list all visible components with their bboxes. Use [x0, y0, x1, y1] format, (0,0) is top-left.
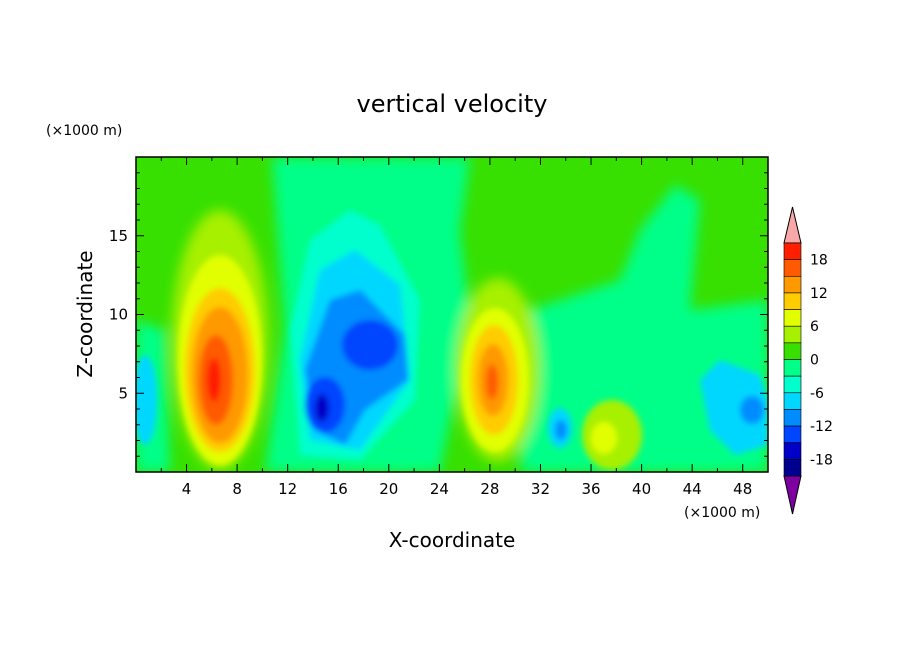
- colorbar-tick-label: 12: [810, 286, 828, 302]
- colorbar-tick-label: 6: [810, 319, 819, 335]
- colorbar-swatch: [783, 292, 802, 310]
- y-axis-label: Z-coordinate: [73, 250, 97, 377]
- y-unit-label: (×1000 m): [46, 123, 122, 139]
- colorbar-swatch: [783, 259, 802, 277]
- updraft-1-core: [207, 358, 221, 402]
- downdraft-4: [700, 360, 768, 455]
- x-axis-label: X-coordinate: [389, 528, 516, 552]
- colorbar-swatch: [783, 392, 802, 410]
- colorbar-top-arrow: [783, 206, 802, 244]
- x-tick-label: 44: [683, 480, 702, 498]
- downdraft-5: [136, 355, 157, 445]
- updraft-2-core: [486, 364, 498, 400]
- colorbar-swatch: [783, 459, 802, 477]
- y-tick-label: 5: [118, 384, 128, 402]
- downdraft-2-l4: [342, 320, 398, 370]
- x-tick-label: 36: [581, 480, 600, 498]
- colorbar-tick-label: 0: [810, 353, 819, 369]
- chart-title: vertical velocity: [357, 90, 548, 118]
- colorbar-tick-label: -18: [810, 452, 833, 468]
- colorbar-swatch: [783, 409, 802, 427]
- colorbar-swatch: [783, 442, 802, 460]
- colorbar-swatch: [783, 425, 802, 444]
- colorbar-swatch: [783, 309, 802, 327]
- x-tick-label: 8: [232, 480, 242, 498]
- x-tick-label: 32: [531, 480, 550, 498]
- colorbar-swatch: [783, 342, 802, 360]
- colorbar-bottom-arrow: [783, 475, 802, 515]
- colorbar-tick-label: -12: [810, 419, 833, 435]
- x-axis-ticks: 4 8 12 16 20 24 28 32 36 40 44 48: [160, 157, 769, 498]
- y-tick-label: 15: [109, 227, 128, 245]
- x-tick-label: 24: [430, 480, 449, 498]
- x-tick-label: 20: [379, 480, 398, 498]
- x-tick-label: 4: [182, 480, 192, 498]
- colorbar-swatch: [783, 359, 802, 377]
- y-axis-ticks: 5 10 15: [109, 172, 768, 457]
- colorbar: 18 12 6 0 -6 -12 -18: [783, 206, 833, 515]
- x-tick-label: 16: [329, 480, 348, 498]
- colorbar-swatch: [783, 275, 802, 294]
- downdraft-1-core: [315, 394, 329, 422]
- colorbar-swatch: [783, 242, 802, 260]
- x-unit-label: (×1000 m): [684, 505, 760, 521]
- x-tick-label: 12: [278, 480, 297, 498]
- contour-field: [136, 157, 768, 472]
- colorbar-tick-label: -6: [810, 386, 824, 402]
- x-tick-label: 40: [632, 480, 651, 498]
- colorbar-swatch: [783, 325, 802, 344]
- downdraft-4-core: [740, 396, 764, 424]
- x-tick-label: 48: [733, 480, 752, 498]
- updraft-3-core: [591, 422, 617, 454]
- x-tick-label: 28: [480, 480, 499, 498]
- downdraft-3-core: [555, 420, 567, 440]
- y-tick-label: 10: [109, 306, 128, 324]
- colorbar-swatch: [783, 375, 802, 394]
- colorbar-tick-label: 18: [810, 253, 828, 269]
